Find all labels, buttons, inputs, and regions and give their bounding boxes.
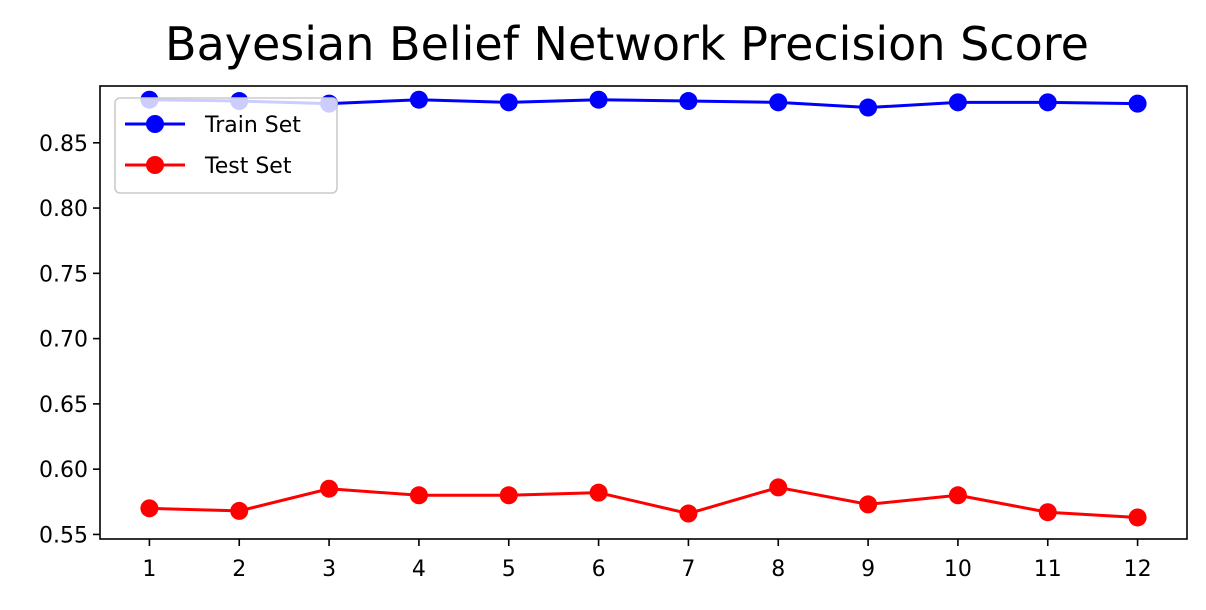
x-tick-label: 10 xyxy=(944,557,972,582)
y-tick-label: 0.80 xyxy=(39,197,88,222)
test-set-line xyxy=(147,485,1140,519)
test-set-point xyxy=(230,501,249,520)
test-set-point xyxy=(859,495,878,514)
legend: Train Set Test Set xyxy=(114,97,338,194)
train-set-point xyxy=(859,98,878,117)
y-tick-label: 0.85 xyxy=(39,132,88,157)
train-set-point xyxy=(409,90,428,109)
train-set-point xyxy=(948,93,967,112)
train-set-point xyxy=(1128,94,1147,113)
x-tick-label: 4 xyxy=(412,557,426,582)
y-tick-label: 0.65 xyxy=(39,393,88,418)
x-tick-label: 7 xyxy=(681,557,695,582)
y-tick-label: 0.75 xyxy=(39,262,88,287)
test-set-point xyxy=(1128,508,1147,527)
legend-box xyxy=(114,97,338,194)
train-set-point xyxy=(589,90,608,109)
y-tick-label: 0.60 xyxy=(39,458,88,483)
x-tick-label: 9 xyxy=(861,557,875,582)
x-tick-label: 12 xyxy=(1124,557,1152,582)
x-tick-label: 6 xyxy=(592,557,606,582)
legend-marker-train-set xyxy=(146,115,164,133)
test-set-point xyxy=(409,486,428,505)
x-tick-label: 5 xyxy=(502,557,516,582)
test-set-point xyxy=(320,479,339,498)
x-tick-label: 8 xyxy=(771,557,785,582)
x-tick-label: 11 xyxy=(1034,557,1062,582)
train-set-point xyxy=(499,93,518,112)
y-tick-label: 0.70 xyxy=(39,328,88,353)
test-set-point xyxy=(948,486,967,505)
train-set-point xyxy=(769,93,788,112)
x-tick-label: 2 xyxy=(232,557,246,582)
x-tick-label: 3 xyxy=(322,557,336,582)
legend-label-train-set: Train Set xyxy=(204,113,301,138)
y-tick-label: 0.55 xyxy=(39,523,88,548)
plot-frame xyxy=(99,85,1188,540)
chart-title: Bayesian Belief Network Precision Score xyxy=(165,17,1089,71)
legend-label-test-set: Test Set xyxy=(204,154,292,179)
test-set-point xyxy=(679,504,698,523)
legend-marker-test-set xyxy=(146,156,164,174)
test-set-point xyxy=(499,486,518,505)
test-set-point xyxy=(589,483,608,502)
test-set-point xyxy=(140,499,159,518)
test-set-point xyxy=(769,478,788,497)
axes: 0.550.600.650.700.750.800.851 2 3 4 5 6 7 8 9 10 1… xyxy=(39,85,1188,582)
train-set-point xyxy=(1038,93,1057,112)
train-set-point xyxy=(679,92,698,111)
test-set-point xyxy=(1038,503,1057,522)
x-tick-label: 1 xyxy=(142,557,156,582)
